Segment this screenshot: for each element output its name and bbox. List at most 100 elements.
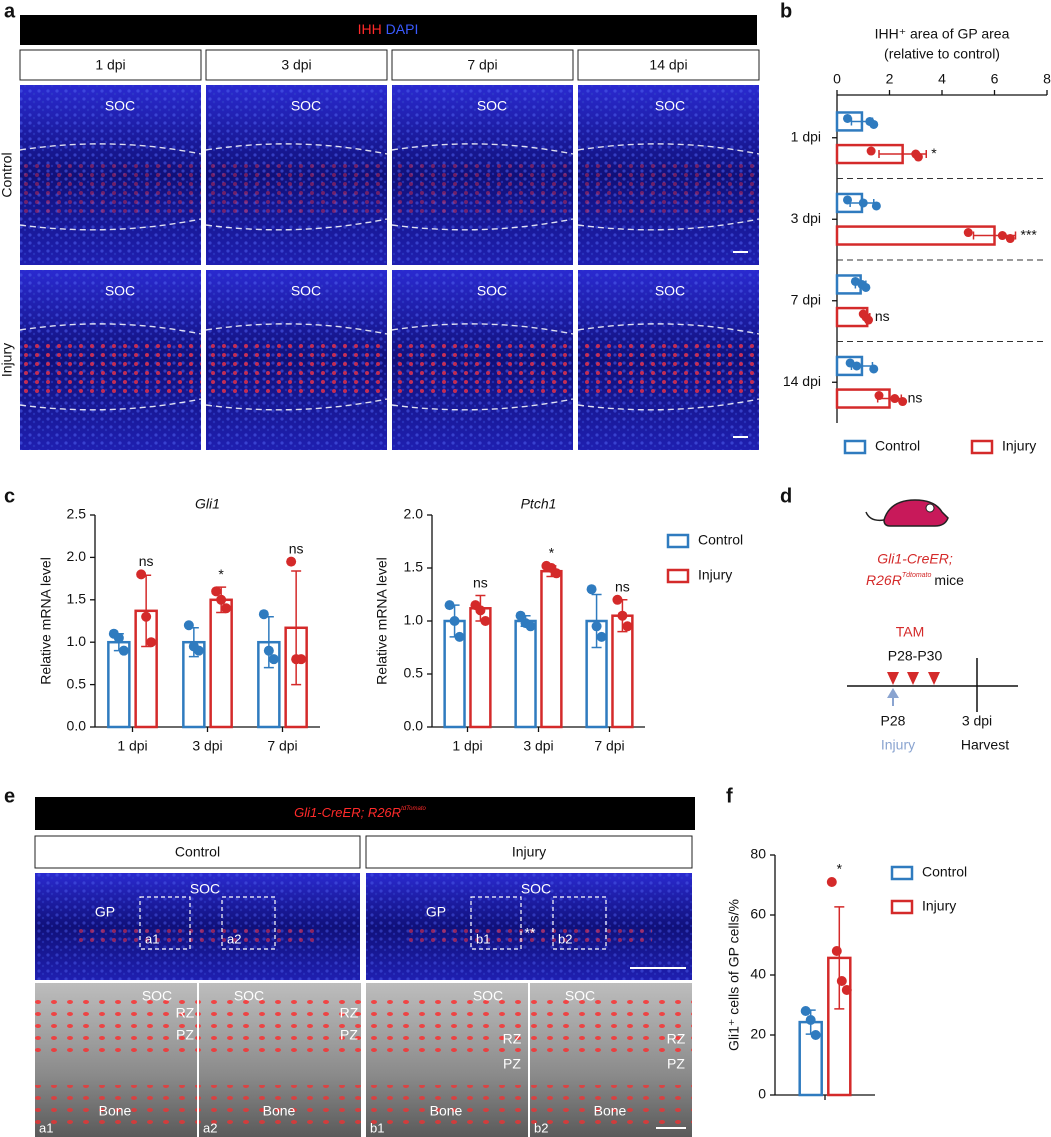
ihh-signal <box>392 162 573 217</box>
significance: ns <box>139 553 154 569</box>
ihh-signal <box>578 162 759 217</box>
data-point <box>871 201 881 211</box>
inset-label: b1 <box>370 1120 384 1135</box>
data-point <box>612 594 623 605</box>
growth-plate-outline <box>205 398 388 411</box>
image-label: SOC <box>477 98 507 114</box>
data-point <box>869 119 879 129</box>
column-label: 3 dpi <box>281 57 311 73</box>
legend-label: Control <box>875 438 920 454</box>
data-point <box>211 586 222 597</box>
ihh-signal <box>20 162 201 217</box>
data-point <box>831 946 842 956</box>
growth-plate-outline <box>391 218 574 231</box>
zone-label: RZ <box>667 1031 686 1047</box>
tomato-cells <box>199 1000 361 1060</box>
significance: * <box>931 145 937 161</box>
x-tick-label: 8 <box>1043 71 1051 87</box>
data-point <box>475 605 486 616</box>
growth-plate-outline <box>577 398 760 411</box>
legend-swatch <box>970 439 994 455</box>
significance: ns <box>875 308 890 324</box>
inset-label: b2 <box>558 931 572 946</box>
image-label: SOC <box>105 98 135 114</box>
data-point <box>118 645 129 656</box>
column-box <box>205 49 388 81</box>
inset-label: a1 <box>145 931 159 946</box>
inset-box <box>139 896 191 950</box>
genotype: Gli1-CreER; <box>877 551 953 567</box>
zone-label: SOC <box>565 988 595 1004</box>
tomato-signal <box>75 925 320 945</box>
legend-swatch <box>843 439 867 455</box>
legend-label: Control <box>698 532 743 548</box>
inset-box <box>470 896 522 950</box>
y-tick-label: 1.5 <box>67 591 87 607</box>
y-tick-label: 1 dpi <box>791 128 821 144</box>
inset-label: a2 <box>227 931 241 946</box>
data-point <box>810 1030 821 1040</box>
data-point <box>268 654 279 665</box>
inset-label: a1 <box>39 1120 53 1135</box>
data-point <box>800 1006 811 1016</box>
data-point <box>113 632 124 643</box>
y-tick-label: 0.5 <box>67 675 87 691</box>
y-tick-label: 2.0 <box>404 506 424 522</box>
x-tick-label: 1 dpi <box>452 738 482 754</box>
x-tick-label: 2 <box>886 71 894 87</box>
data-point <box>136 569 147 580</box>
y-tick-label: 0.0 <box>67 718 87 734</box>
growth-plate-outline <box>577 143 760 155</box>
significance: ns <box>473 574 488 590</box>
data-point <box>258 609 269 620</box>
genotype-header-sup: tdTomato <box>401 806 426 812</box>
treatment: TAM <box>896 624 925 640</box>
panel-label: e <box>4 785 15 807</box>
data-point <box>869 364 879 374</box>
data-point <box>586 584 597 595</box>
data-point <box>596 631 607 642</box>
bar <box>514 619 537 729</box>
inset-box <box>552 896 607 950</box>
significance: * <box>549 545 555 561</box>
legend-swatch <box>890 899 914 915</box>
data-point <box>874 391 884 401</box>
data-point <box>216 594 227 605</box>
legend-swatch <box>666 533 690 549</box>
inset-box <box>221 896 276 950</box>
data-point <box>836 976 847 986</box>
zone-label: Bone <box>594 1103 627 1119</box>
x-tick-label: 7 dpi <box>594 738 624 754</box>
legend-swatch <box>890 865 914 881</box>
y-axis-label: Relative mRNA level <box>374 557 390 685</box>
image-label: SOC <box>477 283 507 299</box>
x-tick-label: 3 dpi <box>523 738 553 754</box>
column-box <box>19 49 202 81</box>
y-tick-label: 1.5 <box>404 559 424 575</box>
y-tick-label: 3 dpi <box>791 210 821 226</box>
image-label: GP <box>426 904 446 920</box>
image-label: SOC <box>655 283 685 299</box>
tomato-cells <box>530 1085 692 1130</box>
header-bar <box>35 797 695 830</box>
y-tick-label: 1.0 <box>404 612 424 628</box>
timeline <box>847 658 1018 712</box>
stain-header: IHH DAPI <box>358 21 419 37</box>
error-bar <box>591 593 602 649</box>
panel-label: a <box>4 0 16 22</box>
bar <box>469 607 492 729</box>
legend-swatch <box>666 568 690 584</box>
y-tick-label: 20 <box>750 1026 766 1042</box>
ihh-signal <box>20 342 201 397</box>
data-point <box>963 228 973 238</box>
data-point <box>843 113 852 123</box>
growth-plate-outline <box>577 323 760 335</box>
chart-title: Ptch1 <box>521 496 557 512</box>
zone-label: Bone <box>99 1103 132 1119</box>
data-point <box>861 282 871 292</box>
significance: *** <box>1021 226 1038 242</box>
data-point <box>890 394 900 404</box>
growth-plate-outline <box>19 323 202 335</box>
tomato-cells <box>35 1000 197 1060</box>
